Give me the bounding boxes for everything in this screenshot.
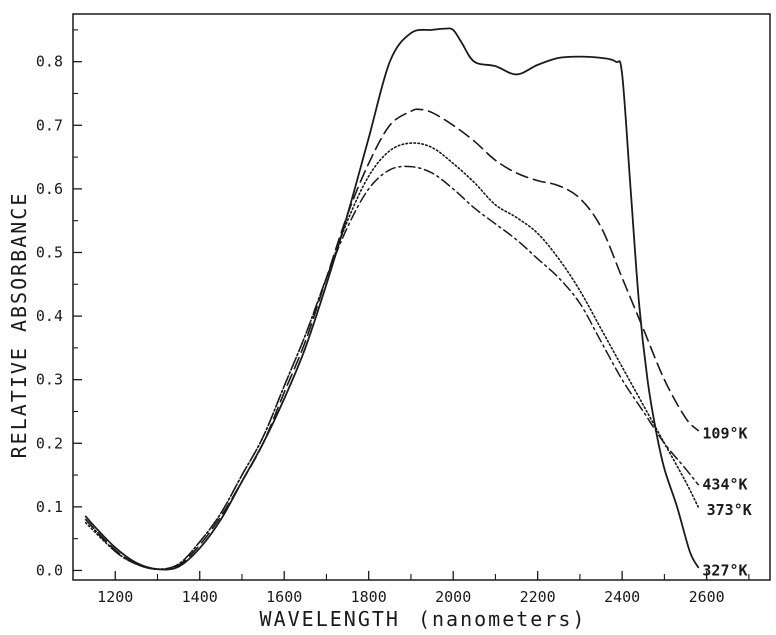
x-tick-label: 2600 — [689, 588, 725, 606]
y-axis-title: RELATIVE ABSORBANCE — [7, 192, 31, 459]
plot-border — [72, 13, 771, 581]
y-tick-label: 0.1 — [36, 498, 63, 516]
series-line-1 — [84, 27, 700, 571]
x-tick-label: 2400 — [604, 588, 640, 606]
series-label-1: 109°K — [702, 425, 747, 443]
y-tick-label: 0.6 — [36, 180, 63, 198]
x-tick-label: 2200 — [520, 588, 556, 606]
y-tick-label: 0.5 — [36, 243, 63, 261]
series-label-3: 434°K — [702, 476, 747, 494]
y-tick-label: 0.2 — [36, 434, 63, 452]
y-tick-label: 0.0 — [36, 561, 63, 579]
series-line-2 — [84, 108, 699, 571]
x-axis-title-main: WAVELENGTH — [260, 607, 400, 631]
x-axis-title-unit: (nanometers) — [418, 607, 587, 631]
series-labels: 109°K 327°K 434°K 373°K — [702, 425, 751, 580]
tick-labels: 1200 1400 1600 1800 2000 2200 2400 2600 0.0 0.1 0.… — [36, 53, 725, 606]
x-tick-label: 1600 — [266, 588, 302, 606]
series-label-2: 327°K — [702, 561, 747, 579]
x-tick-label: 1800 — [351, 588, 387, 606]
x-tick-label: 1200 — [97, 588, 133, 606]
y-tick-label: 0.7 — [36, 116, 63, 134]
y-tick-label: 0.4 — [36, 307, 63, 325]
series-group — [84, 27, 700, 571]
y-tick-label: 0.3 — [36, 371, 63, 389]
series-label-4: 373°K — [707, 501, 752, 519]
y-tick-label: 0.8 — [36, 53, 63, 71]
x-tick-label: 2000 — [435, 588, 471, 606]
x-tick-label: 1400 — [182, 588, 218, 606]
plot-frame — [72, 13, 771, 581]
series-line-4 — [84, 142, 699, 570]
x-axis-title: WAVELENGTH (nanometers) — [260, 607, 587, 631]
axis-ticks — [73, 29, 750, 580]
